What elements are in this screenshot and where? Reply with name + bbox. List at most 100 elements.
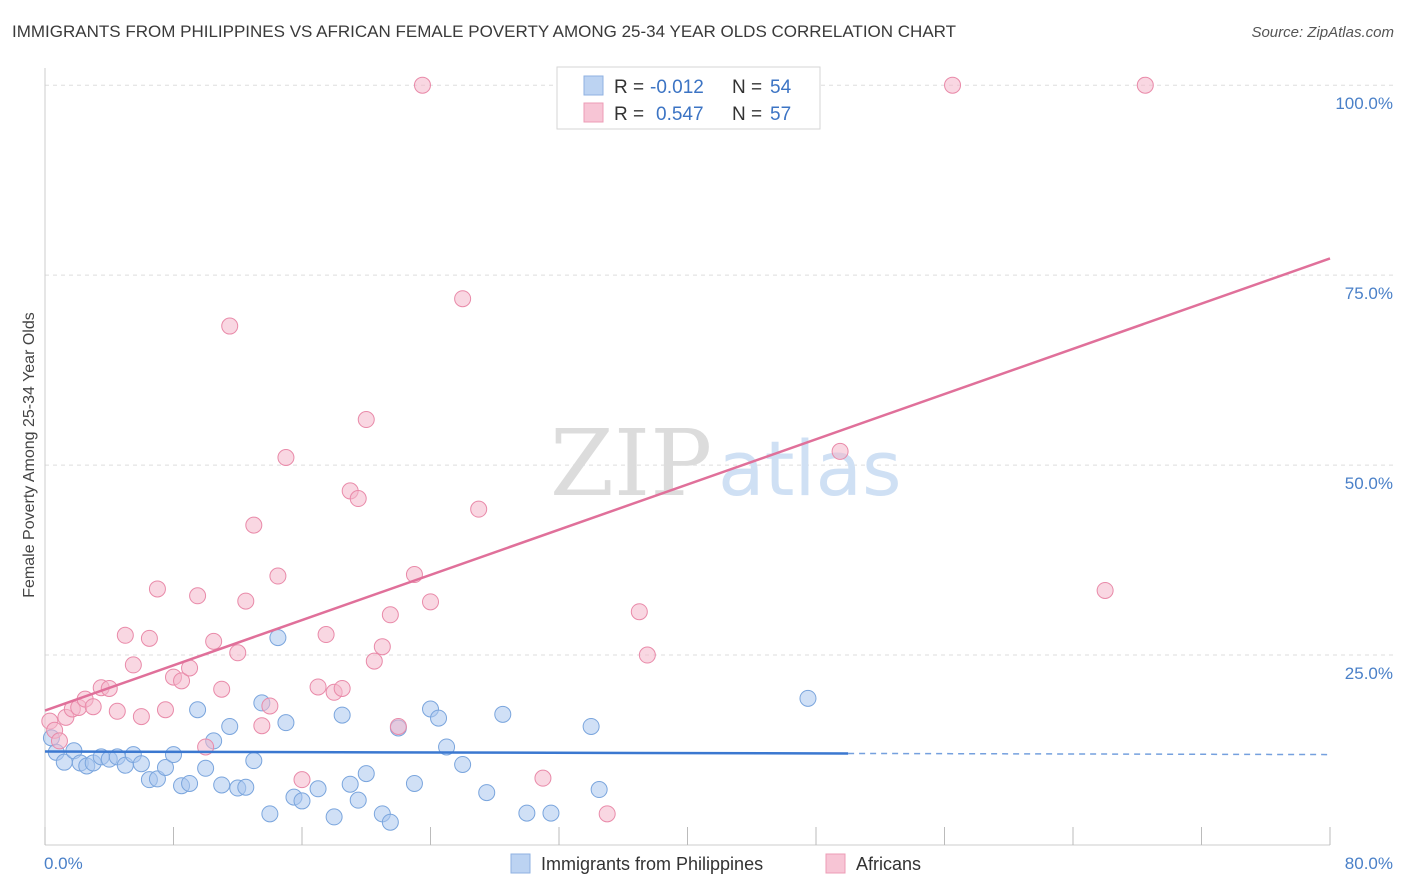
legend-r-label-2: R =: [614, 104, 644, 125]
point-series1-54: [944, 76, 962, 94]
point-series1-30: [269, 567, 287, 585]
point-series0-52: [590, 781, 608, 799]
chart-title: IMMIGRANTS FROM PHILIPPINES VS AFRICAN F…: [12, 22, 957, 41]
point-series0-33: [309, 780, 327, 798]
trend-line-series1: [44, 257, 1331, 712]
point-series1-22: [205, 632, 223, 650]
point-series1-2: [50, 732, 68, 750]
point-series1-38: [349, 490, 367, 508]
point-series1-53: [831, 442, 849, 460]
point-series1-47: [454, 290, 472, 308]
legend-n-value-1: 54: [770, 77, 792, 98]
point-series1-51: [630, 603, 648, 621]
point-series0-16: [165, 746, 182, 764]
legend-n-label-1: N =: [732, 77, 762, 98]
point-series1-45: [413, 76, 431, 94]
point-series1-50: [598, 805, 616, 823]
point-series0-51: [582, 717, 600, 735]
point-series1-41: [373, 638, 391, 656]
series-label-africans: Africans: [856, 854, 921, 874]
data-points: [41, 76, 1154, 831]
point-series1-24: [221, 317, 239, 335]
point-series0-25: [237, 778, 255, 796]
point-series0-29: [269, 629, 287, 647]
x-tick-label-min: 0.0%: [44, 854, 83, 873]
point-series0-44: [430, 709, 448, 727]
point-series0-15: [156, 759, 174, 776]
point-series1-26: [237, 592, 255, 610]
point-series1-42: [381, 606, 399, 624]
point-series1-15: [148, 580, 166, 598]
point-series1-11: [116, 626, 134, 644]
trend-lines: [44, 257, 1331, 756]
watermark-atlas: atlas: [718, 424, 902, 513]
trend-line-dashed-series0: [848, 752, 1331, 756]
point-series0-48: [494, 705, 512, 723]
point-series1-20: [189, 587, 207, 605]
series-swatch-africans: [825, 853, 846, 874]
source-label: Source: ZipAtlas.com: [1251, 24, 1394, 41]
legend-swatch-africans: [583, 102, 604, 123]
point-series1-33: [309, 678, 327, 696]
point-series1-7: [84, 698, 102, 716]
point-series0-18: [181, 774, 199, 792]
legend-r-value-2: 0.547: [656, 104, 704, 125]
series-label-philippines: Immigrants from Philippines: [541, 854, 763, 874]
point-series0-36: [341, 775, 359, 793]
point-series0-28: [261, 805, 279, 823]
tick-labels: 25.0% 50.0% 75.0% 100.0% 0.0% 80.0%: [44, 94, 1393, 873]
point-series0-53: [799, 689, 817, 707]
legend-swatch-philippines: [583, 75, 604, 96]
legend-n-label-2: N =: [732, 104, 762, 125]
point-series1-14: [140, 629, 158, 647]
y-tick-label-3: 100.0%: [1335, 94, 1393, 113]
y-tick-label-2: 75.0%: [1345, 284, 1393, 303]
point-series1-25: [229, 644, 247, 662]
point-series1-32: [293, 771, 311, 789]
legend-r-value-1: -0.012: [650, 77, 704, 98]
point-series0-19: [189, 701, 207, 719]
point-series0-42: [405, 774, 423, 792]
point-series0-26: [245, 752, 263, 770]
point-series1-46: [422, 593, 439, 611]
legend-r-label-1: R =: [614, 77, 644, 98]
point-series0-32: [293, 792, 311, 810]
point-series0-35: [333, 706, 351, 724]
series-swatch-philippines: [510, 853, 531, 874]
point-series0-47: [478, 784, 496, 802]
point-series1-18: [173, 672, 191, 690]
point-series1-56: [1136, 76, 1154, 94]
point-series1-27: [245, 516, 263, 534]
point-series1-16: [156, 701, 174, 719]
y-axis-label: Female Poverty Among 25-34 Year Olds: [21, 312, 38, 598]
point-series1-36: [333, 679, 351, 697]
point-series1-10: [108, 702, 126, 720]
point-series1-49: [534, 769, 552, 787]
point-series1-40: [365, 652, 383, 670]
y-tick-label-1: 50.0%: [1345, 474, 1393, 493]
point-series0-20: [197, 759, 215, 777]
y-tick-label-0: 25.0%: [1345, 664, 1393, 683]
point-series0-37: [349, 791, 367, 809]
point-series0-49: [518, 804, 536, 822]
grid: [45, 84, 1395, 656]
point-series0-23: [221, 717, 239, 735]
point-series1-34: [317, 626, 335, 644]
point-series0-22: [213, 776, 231, 794]
point-series1-39: [357, 411, 375, 429]
point-series1-12: [124, 656, 142, 674]
point-series1-29: [261, 697, 279, 715]
watermark-zip: ZIP: [550, 410, 712, 517]
point-series1-31: [277, 449, 295, 466]
stats-legend: R = -0.012 N = 54 R = 0.547 N = 57: [556, 66, 821, 130]
series-legend: Immigrants from Philippines Africans: [510, 853, 921, 874]
trend-line-series0: [44, 750, 849, 755]
point-series1-48: [470, 500, 488, 518]
point-series0-30: [277, 714, 295, 732]
point-series1-23: [213, 680, 231, 698]
point-series1-13: [132, 708, 150, 726]
point-series0-46: [454, 755, 472, 773]
legend-n-value-2: 57: [770, 104, 791, 125]
point-series0-45: [438, 738, 456, 756]
